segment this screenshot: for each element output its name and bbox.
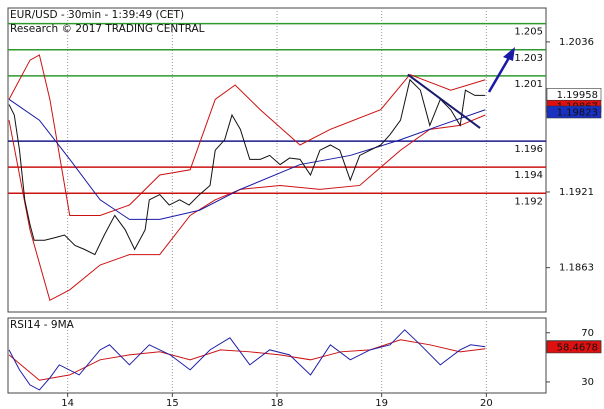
plot-layer: 1.2036 1.1921 1.1863 1.205 1.203 1.201 1.196 1.… — [7, 7, 602, 409]
series-line — [8, 339, 486, 381]
series-line — [8, 114, 486, 301]
level-label: 1.194 — [514, 170, 543, 181]
x-tick-label: 14 — [61, 398, 74, 409]
y-tick-label: 1.1863 — [559, 263, 594, 274]
level-label: 1.196 — [514, 144, 543, 155]
chart-subtitle: Research © 2017 TRADING CENTRAL — [10, 23, 205, 35]
value-marker-label: 1.19958 — [557, 90, 598, 101]
y-tick-label: 70 — [581, 328, 594, 339]
series-line — [407, 73, 481, 129]
y-tick-label: 1.1921 — [559, 187, 594, 198]
y-tick-label: 1.2036 — [559, 37, 594, 48]
series-line — [8, 98, 486, 220]
series-line — [8, 329, 486, 391]
value-marker — [546, 105, 602, 119]
series-line — [8, 78, 486, 256]
series-group — [8, 329, 486, 391]
trend-arrow — [487, 47, 515, 93]
series-line — [8, 54, 486, 216]
value-marker-label: 1.19823 — [557, 107, 598, 118]
x-tick-label: 15 — [166, 398, 179, 409]
level-label: 1.192 — [514, 196, 543, 207]
chart-title: RSI14 - 9MA — [10, 319, 75, 331]
value-marker — [546, 340, 602, 354]
x-tick-label: 20 — [480, 398, 493, 409]
chart-title: EUR/USD - 30min - 1:39:49 (CET) — [10, 9, 184, 21]
x-tick-label: 19 — [375, 398, 388, 409]
y-tick-label: 30 — [581, 377, 594, 388]
level-label: 1.203 — [514, 53, 543, 64]
x-tick-label: 18 — [271, 398, 284, 409]
level-label: 1.201 — [514, 79, 543, 90]
series-group — [8, 54, 486, 301]
level-label: 1.205 — [514, 27, 543, 38]
value-marker-label: 58.4678 — [557, 342, 598, 353]
